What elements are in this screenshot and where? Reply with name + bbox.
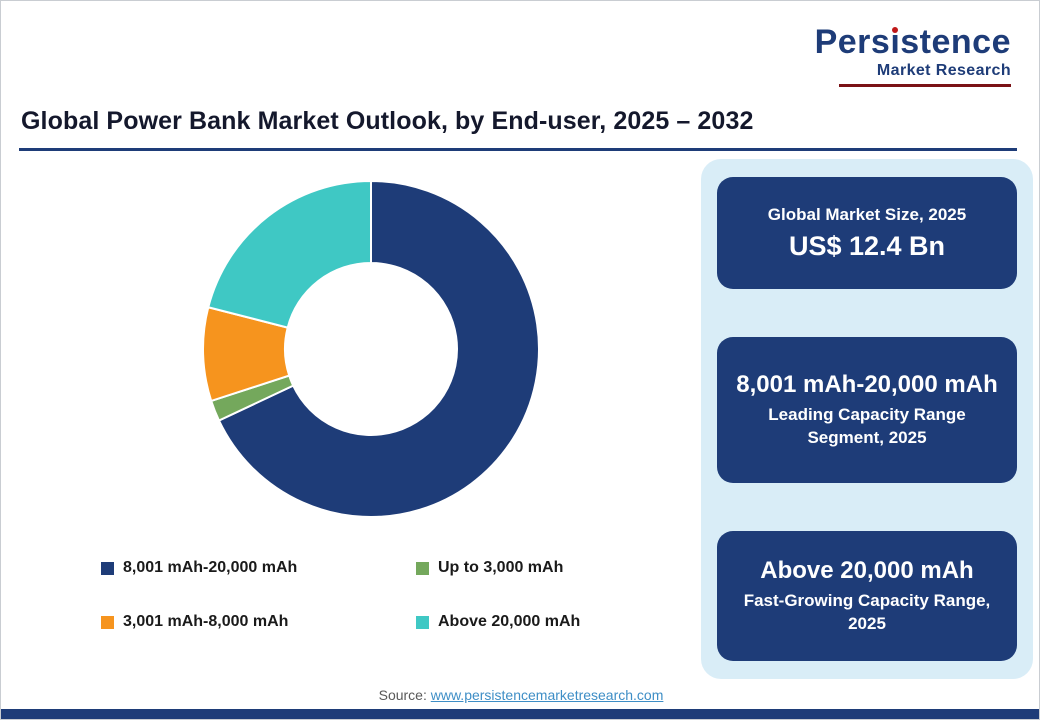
leading-segment-subtitle: Leading Capacity Range Segment, 2025 <box>768 405 966 447</box>
donut-segment-0 <box>217 179 540 518</box>
logo: Persıstence Market Research <box>814 23 1011 87</box>
card-fast-growing: Above 20,000 mAh Fast-Growing Capacity R… <box>717 531 1017 661</box>
legend-swatch-teal <box>416 615 429 629</box>
page-title: Global Power Bank Market Outlook, by End… <box>21 107 754 135</box>
title-divider <box>19 148 1017 151</box>
donut-chart <box>201 179 541 519</box>
logo-red-dot-i: ı <box>890 23 901 61</box>
fast-growing-subtitle: Fast-Growing Capacity Range, 2025 <box>743 591 991 633</box>
card-leading-segment: 8,001 mAh-20,000 mAh Leading Capacity Ra… <box>717 337 1017 483</box>
fast-growing-title: Above 20,000 mAh <box>760 557 974 585</box>
source-label: Source: <box>378 687 431 703</box>
bottom-accent-bar <box>1 709 1039 719</box>
legend-item-teal: Above 20,000 mAh <box>416 613 681 631</box>
legend-item-navy: 8,001 mAh-20,000 mAh <box>101 559 416 577</box>
legend-label: 3,001 mAh-8,000 mAh <box>123 613 289 630</box>
card-market-size: Global Market Size, 2025 US$ 12.4 Bn <box>717 177 1017 289</box>
donut-svg <box>202 179 540 518</box>
source-link[interactable]: www.persistencemarketresearch.com <box>430 687 664 703</box>
legend-label: Up to 3,000 mAh <box>438 559 564 576</box>
legend-swatch-navy <box>101 561 114 575</box>
leading-segment-title: 8,001 mAh-20,000 mAh <box>736 371 998 399</box>
highlights-panel: Global Market Size, 2025 US$ 12.4 Bn 8,0… <box>701 159 1033 679</box>
legend-item-orange: 3,001 mAh-8,000 mAh <box>101 613 416 631</box>
source-line: Source: www.persistencemarketresearch.co… <box>1 687 1039 703</box>
logo-wordmark: Persıstence <box>814 23 1011 61</box>
chart-legend: 8,001 mAh-20,000 mAh Up to 3,000 mAh 3,0… <box>101 559 681 631</box>
legend-label: 8,001 mAh-20,000 mAh <box>123 559 298 576</box>
market-size-label: Global Market Size, 2025 <box>767 204 967 224</box>
legend-label: Above 20,000 mAh <box>438 613 581 630</box>
legend-swatch-green <box>416 561 429 575</box>
legend-swatch-orange <box>101 615 114 629</box>
market-size-value: US$ 12.4 Bn <box>788 230 946 261</box>
legend-item-green: Up to 3,000 mAh <box>416 559 681 577</box>
logo-underline <box>839 83 1011 87</box>
donut-segment-3 <box>207 179 372 329</box>
logo-subtitle: Market Research <box>876 61 1011 79</box>
